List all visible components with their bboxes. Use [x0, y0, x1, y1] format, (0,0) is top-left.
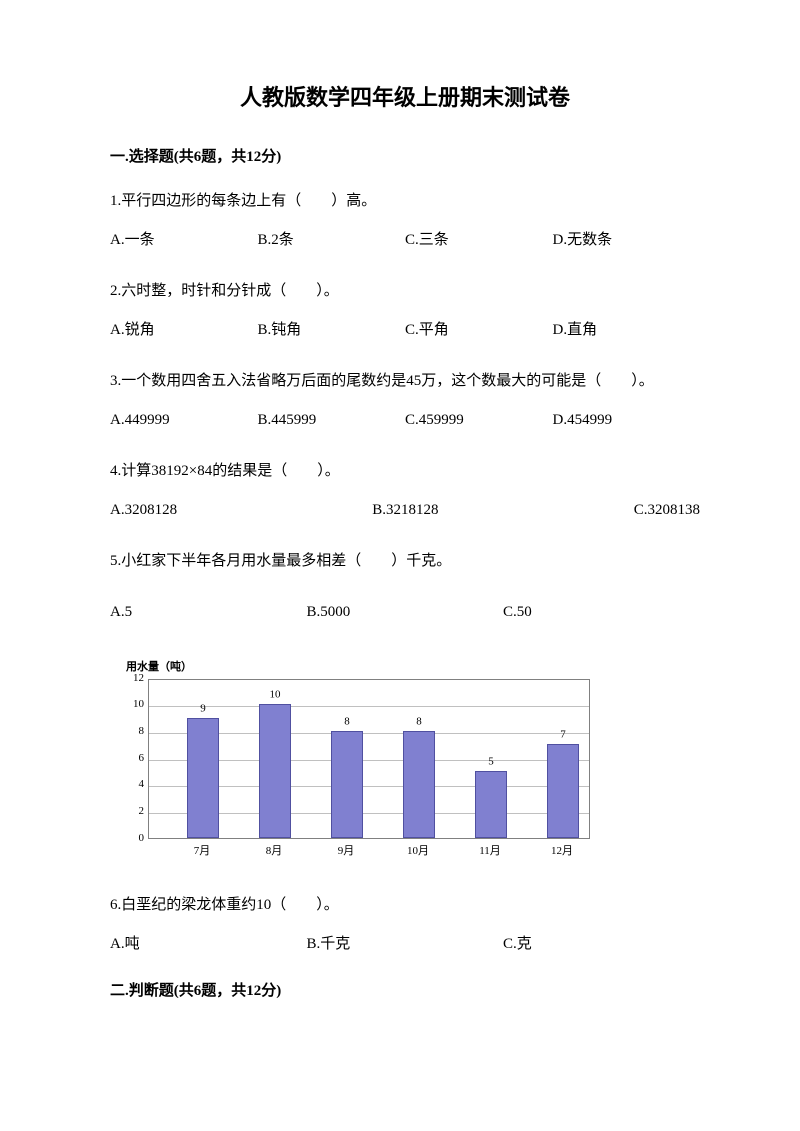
q3-option-a: A.449999 [110, 404, 258, 437]
xtick-label: 12月 [542, 843, 582, 861]
chart-bar [259, 704, 291, 837]
q4-text: 4.计算38192×84的结果是（ ）。 [110, 455, 700, 488]
page-title: 人教版数学四年级上册期末测试卷 [110, 80, 700, 115]
bar-value-label: 8 [403, 714, 435, 732]
xtick-label: 9月 [326, 843, 366, 861]
section2-header: 二.判断题(共6题，共12分) [110, 979, 700, 1003]
question-3: 3.一个数用四舍五入法省略万后面的尾数约是45万，这个数最大的可能是（ ）。 A… [110, 365, 700, 437]
q3-text: 3.一个数用四舍五入法省略万后面的尾数约是45万，这个数最大的可能是（ ）。 [110, 365, 700, 398]
q6-option-c: C.克 [503, 928, 699, 961]
q6-option-a: A.吨 [110, 928, 306, 961]
q3-option-c: C.459999 [405, 404, 553, 437]
question-1: 1.平行四边形的每条边上有（ ）高。 A.一条 B.2条 C.三条 D.无数条 [110, 185, 700, 257]
bar-value-label: 7 [547, 727, 579, 745]
q2-option-d: D.直角 [553, 314, 701, 347]
bar-value-label: 10 [259, 687, 291, 705]
ytick-label: 12 [120, 670, 144, 688]
chart-bar [403, 731, 435, 838]
chart-bar [475, 771, 507, 838]
section1-header: 一.选择题(共6题，共12分) [110, 145, 700, 169]
chart-bar [547, 744, 579, 837]
ytick-label: 0 [120, 830, 144, 848]
bar-value-label: 8 [331, 714, 363, 732]
q2-option-b: B.钝角 [258, 314, 406, 347]
chart-plot: 9 10 8 8 5 7 [148, 679, 590, 839]
ytick-label: 10 [120, 697, 144, 715]
q4-option-a: A.3208128 [110, 494, 177, 527]
chart-bar [187, 718, 219, 838]
q2-text: 2.六时整，时针和分针成（ ）。 [110, 275, 700, 308]
q4-option-c: C.3208138 [634, 494, 700, 527]
q6-option-b: B.千克 [306, 928, 502, 961]
q1-option-b: B.2条 [258, 224, 406, 257]
ytick-label: 2 [120, 803, 144, 821]
ytick-label: 6 [120, 750, 144, 768]
xtick-label: 7月 [182, 843, 222, 861]
q4-option-b: B.3218128 [372, 494, 438, 527]
q5-option-c: C.50 [503, 596, 699, 629]
question-5: 5.小红家下半年各月用水量最多相差（ ）千克。 A.5 B.5000 C.50 [110, 545, 700, 629]
q3-option-d: D.454999 [553, 404, 701, 437]
xtick-label: 11月 [470, 843, 510, 861]
ytick-label: 4 [120, 777, 144, 795]
xtick-label: 10月 [398, 843, 438, 861]
water-usage-chart: 用水量（吨） 9 10 8 8 5 7 0 2 4 6 8 10 12 7月 8月 9月 10月 11月 12月 [110, 659, 700, 869]
bar-value-label: 9 [187, 700, 219, 718]
question-6: 6.白垩纪的梁龙体重约10（ ）。 A.吨 B.千克 C.克 [110, 889, 700, 961]
q1-text: 1.平行四边形的每条边上有（ ）高。 [110, 185, 700, 218]
q1-option-c: C.三条 [405, 224, 553, 257]
chart-ylabel: 用水量（吨） [126, 659, 700, 677]
question-2: 2.六时整，时针和分针成（ ）。 A.锐角 B.钝角 C.平角 D.直角 [110, 275, 700, 347]
q1-option-a: A.一条 [110, 224, 258, 257]
q2-option-a: A.锐角 [110, 314, 258, 347]
q5-text: 5.小红家下半年各月用水量最多相差（ ）千克。 [110, 545, 700, 578]
xtick-label: 8月 [254, 843, 294, 861]
q2-option-c: C.平角 [405, 314, 553, 347]
q1-option-d: D.无数条 [553, 224, 701, 257]
question-4: 4.计算38192×84的结果是（ ）。 A.3208128 B.3218128… [110, 455, 700, 527]
bar-value-label: 5 [475, 754, 507, 772]
q5-option-b: B.5000 [306, 596, 502, 629]
ytick-label: 8 [120, 723, 144, 741]
q6-text: 6.白垩纪的梁龙体重约10（ ）。 [110, 889, 700, 922]
q3-option-b: B.445999 [258, 404, 406, 437]
chart-bar [331, 731, 363, 838]
q5-option-a: A.5 [110, 596, 306, 629]
